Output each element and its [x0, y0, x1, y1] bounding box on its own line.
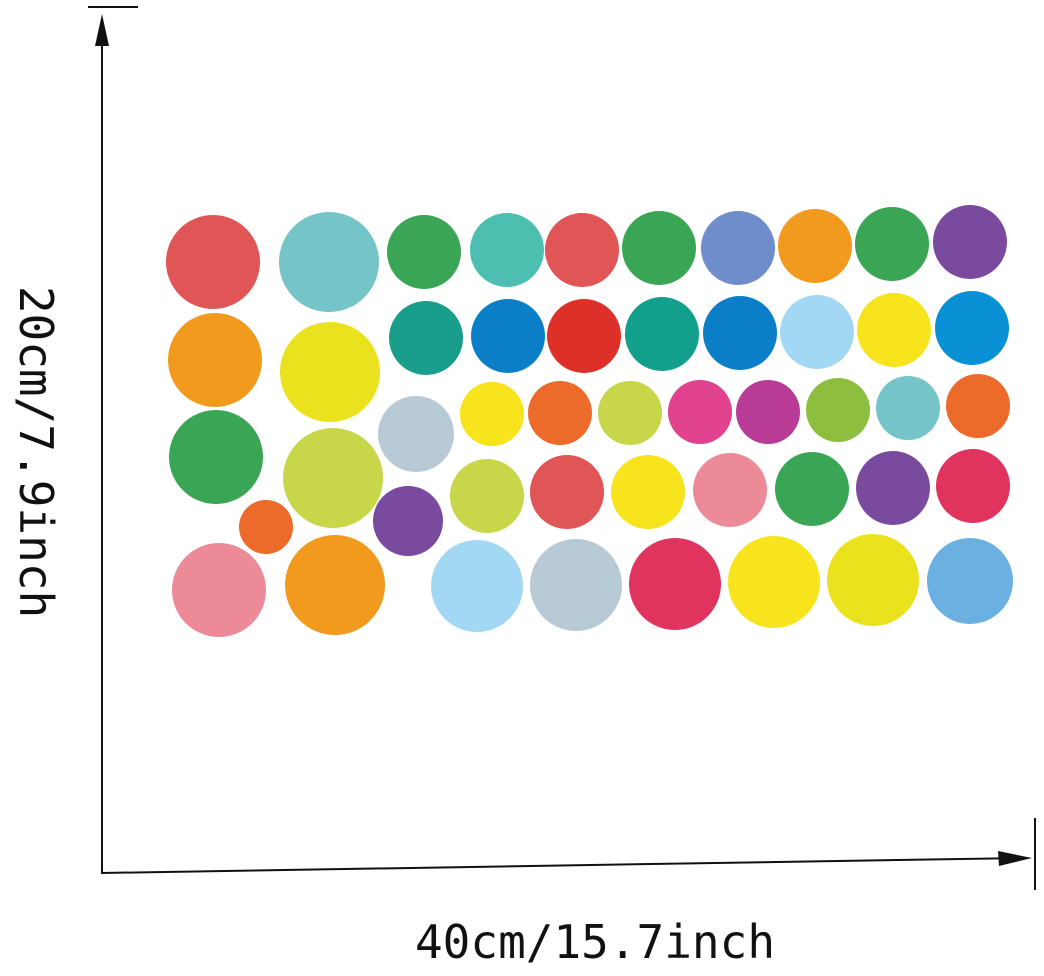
- dot-decal: [450, 459, 524, 533]
- dot-decal: [431, 540, 523, 632]
- dimension-arrows: [88, 6, 1036, 890]
- dot-decal: [460, 382, 524, 446]
- dot-decal: [856, 451, 930, 525]
- dot-decal: [528, 381, 592, 445]
- dot-decal: [933, 205, 1007, 279]
- dot-decal: [168, 313, 262, 407]
- dot-decal: [775, 452, 849, 526]
- dot-decal: [703, 296, 777, 370]
- dot-decal: [701, 211, 775, 285]
- dot-decal: [530, 539, 622, 631]
- dot-decal: [668, 380, 732, 444]
- dot-decal: [629, 538, 721, 630]
- dot-decal: [927, 538, 1013, 624]
- dots-group: [166, 205, 1013, 637]
- height-label: 20cm/7.9inch: [9, 285, 63, 619]
- dot-decal: [378, 396, 454, 472]
- dot-decal: [855, 207, 929, 281]
- dot-decal: [172, 543, 266, 637]
- dot-decal: [530, 455, 604, 529]
- width-arrowhead: [998, 851, 1032, 866]
- dot-decal: [598, 381, 662, 445]
- dot-decal: [547, 299, 621, 373]
- dot-decal: [728, 536, 820, 628]
- dot-decal: [373, 486, 443, 556]
- width-label: 40cm/15.7inch: [414, 915, 776, 969]
- dot-decal: [780, 295, 854, 369]
- dot-decal: [622, 211, 696, 285]
- dot-decal: [625, 297, 699, 371]
- dot-decal: [611, 455, 685, 529]
- dot-decal: [936, 449, 1010, 523]
- dot-decal: [935, 291, 1009, 365]
- dot-decal: [736, 380, 800, 444]
- dot-decal: [285, 535, 385, 635]
- dot-decal: [389, 301, 463, 375]
- dot-decal: [279, 212, 379, 312]
- dot-decal: [946, 374, 1010, 438]
- dot-decal: [169, 410, 263, 504]
- dot-decal: [693, 453, 767, 527]
- dot-decal: [470, 213, 544, 287]
- dot-decal: [857, 293, 931, 367]
- height-arrowhead: [95, 14, 109, 46]
- dot-decal: [545, 213, 619, 287]
- dot-decal: [471, 299, 545, 373]
- dot-decal: [827, 534, 919, 626]
- dot-decal: [806, 378, 870, 442]
- dot-decal: [166, 215, 260, 309]
- dot-decal: [876, 376, 940, 440]
- dot-decal: [778, 209, 852, 283]
- dot-decal: [387, 215, 461, 289]
- dot-decal: [280, 322, 380, 422]
- dot-decal: [283, 428, 383, 528]
- width-arrow-line: [100, 857, 1023, 874]
- dot-decal: [239, 500, 293, 554]
